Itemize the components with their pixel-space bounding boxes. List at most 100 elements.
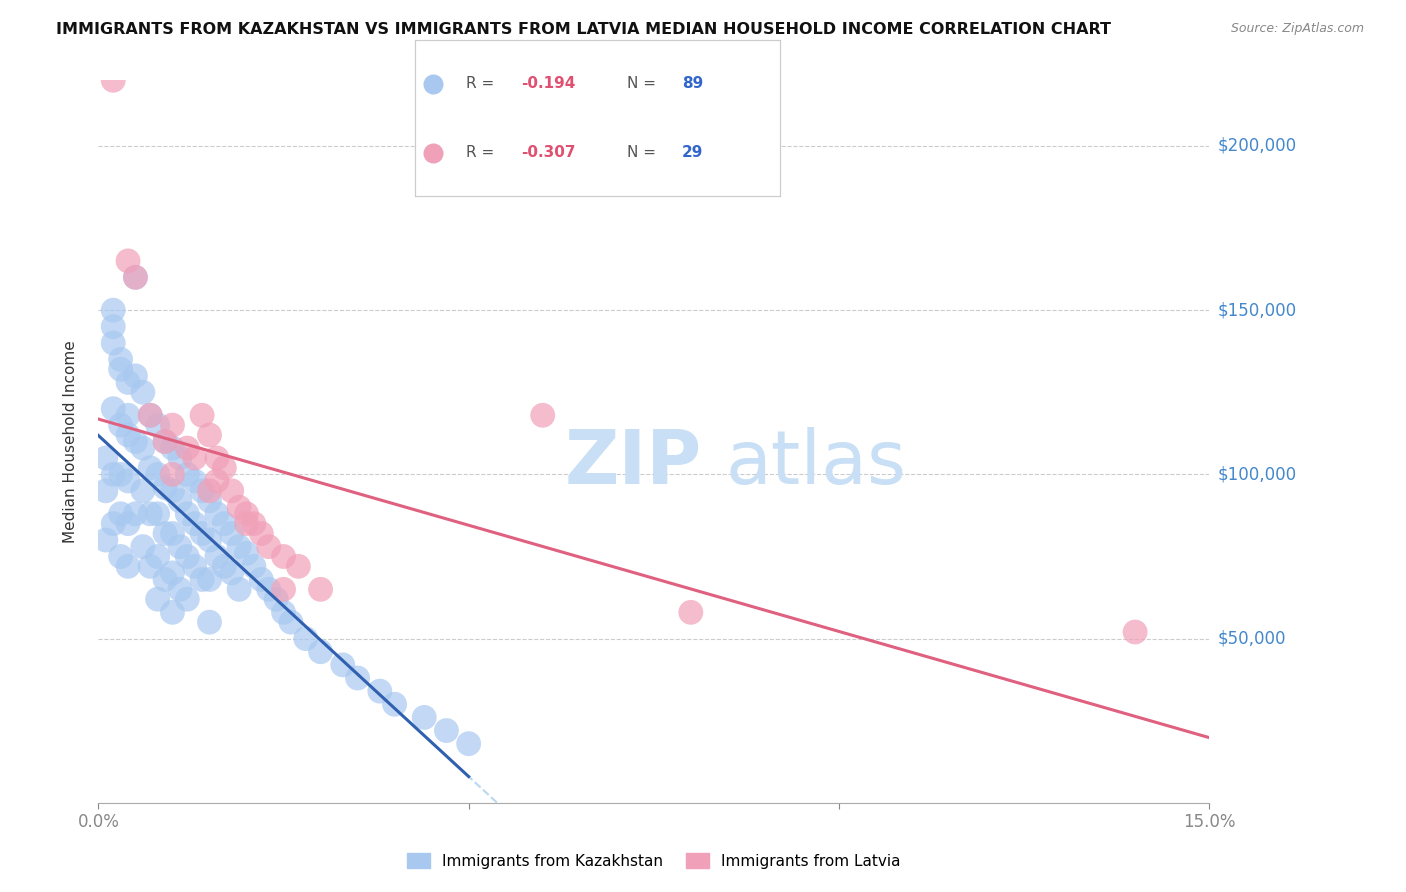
Text: Source: ZipAtlas.com: Source: ZipAtlas.com (1230, 22, 1364, 36)
Point (176, 441, 198, 455)
Point (235, 516, 257, 531)
Point (146, 592, 169, 607)
Point (153, 434, 176, 449)
Point (273, 549, 295, 564)
Point (124, 507, 146, 521)
Text: $200,000: $200,000 (1218, 137, 1296, 155)
Point (110, 467, 132, 482)
Point (250, 526, 273, 541)
Point (169, 582, 191, 597)
Text: $100,000: $100,000 (1218, 466, 1296, 483)
Point (162, 526, 184, 541)
Point (221, 483, 243, 498)
Point (191, 483, 214, 498)
Point (191, 409, 214, 423)
Point (198, 573, 221, 587)
Point (205, 549, 228, 564)
Point (139, 507, 162, 521)
Point (198, 483, 221, 498)
Point (183, 450, 205, 465)
Point (162, 467, 184, 482)
Point (214, 460, 236, 475)
Point (169, 540, 191, 554)
Point (169, 493, 191, 508)
Point (132, 483, 155, 498)
Text: $150,000: $150,000 (1218, 301, 1296, 319)
Point (332, 657, 354, 672)
Point (169, 450, 191, 465)
Point (198, 428, 221, 442)
Point (132, 385, 155, 400)
Point (94, 483, 117, 498)
Point (294, 632, 316, 646)
Point (153, 526, 176, 541)
Point (280, 615, 302, 630)
Point (243, 559, 266, 574)
Point (146, 549, 169, 564)
Point (264, 592, 287, 607)
Point (153, 573, 176, 587)
Point (198, 615, 221, 630)
Point (309, 645, 332, 659)
Text: N =: N = (627, 77, 661, 91)
Point (103, 516, 125, 531)
Point (257, 540, 280, 554)
Point (205, 450, 228, 465)
Point (176, 592, 198, 607)
Point (103, 303, 125, 318)
Point (162, 441, 184, 455)
Point (162, 418, 184, 433)
Point (110, 418, 132, 433)
Point (103, 319, 125, 334)
Point (139, 409, 162, 423)
Point (257, 582, 280, 597)
Point (679, 605, 702, 619)
Text: -0.307: -0.307 (520, 145, 575, 160)
Point (235, 546, 257, 560)
Point (235, 507, 257, 521)
Point (243, 516, 266, 531)
Point (162, 566, 184, 580)
Point (273, 582, 295, 597)
Point (309, 582, 332, 597)
Point (368, 684, 391, 698)
Point (457, 737, 479, 751)
Point (103, 336, 125, 351)
Point (214, 516, 236, 531)
Point (191, 526, 214, 541)
Text: -0.194: -0.194 (520, 77, 575, 91)
Point (273, 605, 295, 619)
Point (94, 533, 117, 547)
Point (124, 368, 146, 383)
Point (413, 710, 436, 724)
Point (214, 559, 236, 574)
Point (228, 582, 250, 597)
Point (436, 723, 458, 738)
Point (198, 493, 221, 508)
Point (117, 409, 139, 423)
Point (110, 352, 132, 367)
Point (287, 559, 309, 574)
Point (94, 450, 117, 465)
Point (183, 474, 205, 488)
Point (146, 507, 169, 521)
Point (198, 533, 221, 547)
Point (110, 549, 132, 564)
Point (228, 500, 250, 515)
Point (205, 507, 228, 521)
Point (531, 409, 554, 423)
Text: ZIP: ZIP (565, 426, 702, 500)
Point (117, 474, 139, 488)
Point (110, 362, 132, 376)
Point (132, 441, 155, 455)
Point (228, 540, 250, 554)
Point (162, 605, 184, 619)
Point (139, 559, 162, 574)
Point (183, 559, 205, 574)
Point (346, 671, 368, 685)
Point (117, 376, 139, 390)
Point (176, 467, 198, 482)
Point (221, 526, 243, 541)
Legend: Immigrants from Kazakhstan, Immigrants from Latvia: Immigrants from Kazakhstan, Immigrants f… (401, 847, 907, 875)
Point (191, 573, 214, 587)
